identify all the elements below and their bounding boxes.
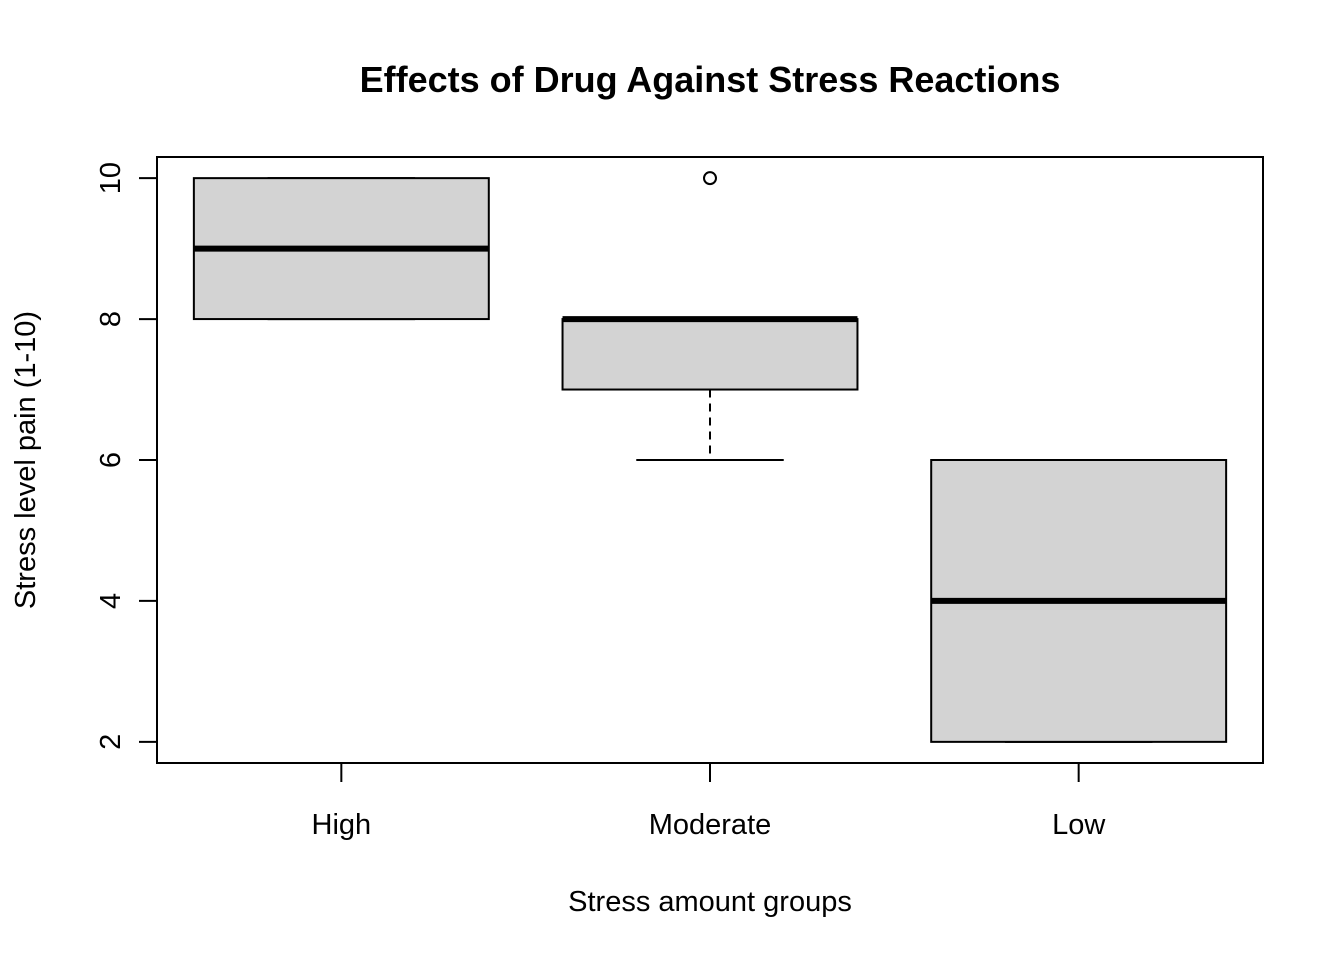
outlier-point (703, 171, 717, 186)
x-axis-label: Stress amount groups (568, 886, 852, 918)
y-tick-label: 10 (95, 162, 127, 194)
y-tick-label: 8 (95, 311, 127, 327)
y-tick-label: 6 (95, 452, 127, 468)
x-tick-label: Low (1052, 809, 1106, 841)
chart-title: Effects of Drug Against Stress Reactions (360, 59, 1061, 100)
box-moderate (561, 318, 859, 391)
y-tick-label: 4 (95, 593, 127, 609)
chart-marks: 2 4 6 8 10 High Moderate Low (95, 156, 1264, 841)
x-tick-label: Moderate (649, 809, 772, 841)
y-axis-label: Stress level pain (1-10) (10, 311, 42, 609)
y-tick-label: 2 (95, 734, 127, 750)
x-tick-label: High (312, 809, 372, 841)
